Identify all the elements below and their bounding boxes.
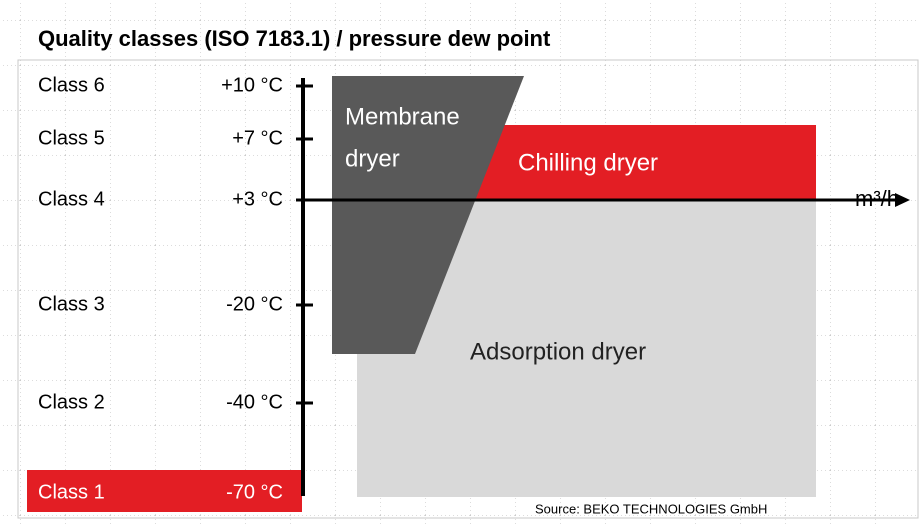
- axis-unit: m³/h: [855, 186, 899, 211]
- classes: Class 6 +10 °C Class 5 +7 °C Class 4 +3 °C Cla…: [38, 74, 313, 503]
- chilling-label: Chilling dryer: [518, 149, 658, 176]
- class-temperature: -20 °C: [226, 293, 283, 315]
- adsorption-label: Adsorption dryer: [470, 338, 646, 365]
- class-label: Class 5: [38, 127, 105, 149]
- class-temperature: -70 °C: [226, 481, 283, 503]
- class1-band: [27, 470, 302, 512]
- class-label: Class 2: [38, 391, 105, 413]
- class-temperature: +3 °C: [232, 188, 283, 210]
- arrowhead: [895, 193, 910, 207]
- class-label: Class 3: [38, 293, 105, 315]
- class-label: Class 6: [38, 74, 105, 96]
- frame: [17, 59, 919, 519]
- source: Source: BEKO TECHNOLOGIES GmbH: [535, 501, 767, 516]
- membrane-region: [332, 76, 524, 354]
- membrane-label: dryer: [345, 145, 400, 172]
- chilling-region: [475, 125, 816, 200]
- class-temperature: +10 °C: [221, 74, 283, 96]
- membrane-label: Membrane: [345, 103, 460, 130]
- class-label: Class 1: [38, 481, 105, 503]
- class-temperature: -40 °C: [226, 391, 283, 413]
- class-label: Class 4: [38, 188, 105, 210]
- title: Quality classes (ISO 7183.1) / pressure …: [38, 26, 551, 51]
- class-temperature: +7 °C: [232, 127, 283, 149]
